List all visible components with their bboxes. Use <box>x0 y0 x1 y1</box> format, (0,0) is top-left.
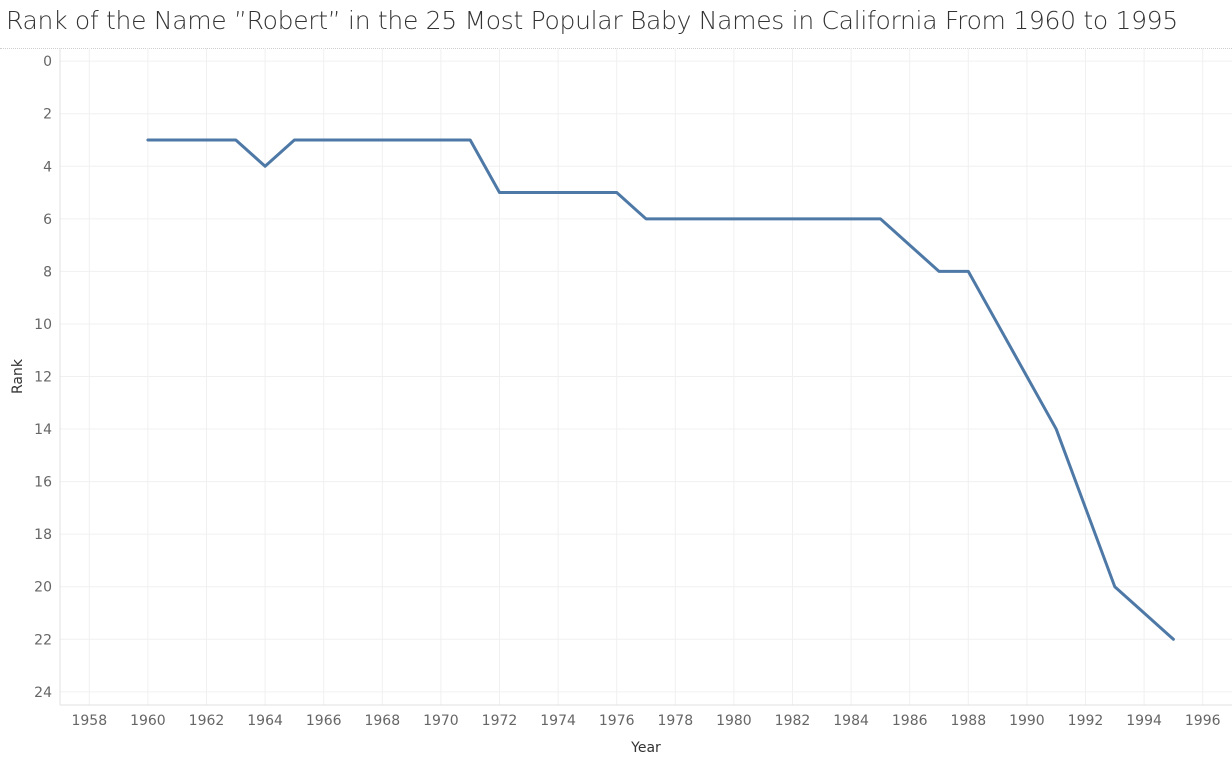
x-tick-label: 1986 <box>892 713 928 729</box>
y-tick-label: 16 <box>34 475 52 491</box>
y-tick-label: 6 <box>43 212 52 228</box>
title-separator <box>0 48 1232 49</box>
x-axis-title: Year <box>630 740 661 756</box>
x-axis-ticks: 1958 1960 1962 1964 1966 1968 1970 1972 1974 1976… <box>71 713 1220 729</box>
gridlines <box>59 48 1232 706</box>
y-tick-label: 20 <box>34 580 52 596</box>
x-tick-label: 1960 <box>130 713 166 729</box>
x-tick-label: 1964 <box>247 713 283 729</box>
x-tick-label: 1966 <box>306 713 342 729</box>
x-tick-label: 1984 <box>833 713 869 729</box>
y-tick-label: 0 <box>43 54 52 70</box>
y-axis-title: Rank <box>10 358 26 394</box>
chart-title: Rank of the Name ”Robert” in the 25 Most… <box>6 6 1178 35</box>
y-tick-label: 18 <box>34 527 52 543</box>
x-tick-label: 1994 <box>1126 713 1162 729</box>
x-tick-label: 1962 <box>189 713 225 729</box>
y-tick-label: 10 <box>34 317 52 333</box>
y-tick-label: 24 <box>34 685 52 701</box>
x-tick-label: 1976 <box>599 713 635 729</box>
x-tick-label: 1970 <box>423 713 459 729</box>
y-tick-label: 4 <box>43 159 52 175</box>
x-tick-label: 1968 <box>364 713 400 729</box>
series <box>146 138 1175 641</box>
y-tick-label: 8 <box>43 264 52 280</box>
x-tick-label: 1996 <box>1185 713 1221 729</box>
x-tick-label: 1990 <box>1009 713 1045 729</box>
y-tick-label: 14 <box>34 422 52 438</box>
y-tick-label: 22 <box>34 632 52 648</box>
series-line <box>146 138 1175 641</box>
x-tick-label: 1978 <box>657 713 693 729</box>
x-tick-label: 1980 <box>716 713 752 729</box>
x-tick-label: 1972 <box>482 713 518 729</box>
x-tick-label: 1988 <box>950 713 986 729</box>
x-tick-label: 1958 <box>71 713 107 729</box>
x-tick-label: 1974 <box>540 713 576 729</box>
x-tick-label: 1992 <box>1068 713 1104 729</box>
y-tick-label: 12 <box>34 370 52 386</box>
x-tick-label: 1982 <box>775 713 811 729</box>
y-tick-label: 2 <box>43 107 52 123</box>
